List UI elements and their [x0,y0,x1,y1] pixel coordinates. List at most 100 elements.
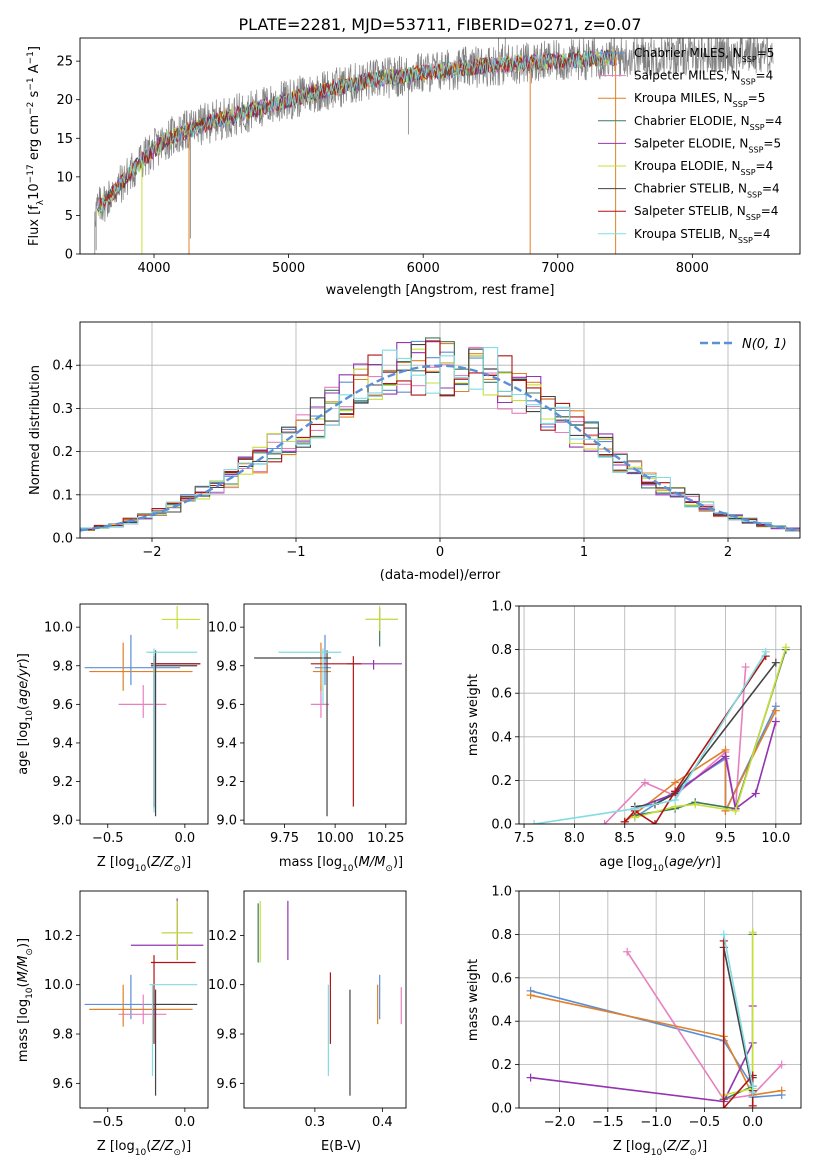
x-axis-label: age [log10(age/yr)] [599,855,721,874]
y-tick-label: 10.2 [44,929,73,944]
y-tick-label: 20 [56,93,73,108]
y-axis-label: age [log10(age/yr)] [16,653,35,775]
y-tick-label: 9.8 [216,1028,237,1043]
figure-title: PLATE=2281, MJD=53711, FIBERID=0271, z=0… [238,15,641,34]
y-tick-label: 0.4 [491,730,512,745]
y-tick-label: 5 [65,209,73,224]
y-tick-label: 9.2 [52,775,73,790]
residual_hist-plot-area [80,337,800,533]
weight_vs_age-panel: 7.5 8.0 8.5 9.0 9.5 10.0 0.0 0.2 0.4 0.6 0.8 1.0 age… [466,600,802,874]
y-tick-label: 9.0 [52,814,73,829]
x-axis-label: (data-model)/error [380,568,501,583]
x-tick-label: 0.3 [305,1115,326,1130]
legend-entry: Chabrier MILES, NSSP=5 [634,46,774,64]
weight-series-line [530,1006,754,1103]
y-tick-label: 25 [56,55,73,70]
y-tick-label: 9.8 [216,659,237,674]
y-tick-label: 9.2 [216,775,237,790]
legend-entry: Salpeter ELODIE, NSSP=5 [634,136,781,154]
mass_vs_ebv-plot-area [257,900,402,1096]
weight_vs_age-plot-area [530,643,790,824]
axes-frame [79,890,209,1109]
y-tick-label: 0.2 [491,1058,512,1073]
x-tick-label: −1.5 [592,1115,624,1130]
x-tick-label: 1 [580,545,588,560]
y-tick-label: 9.6 [216,698,237,713]
x-tick-label: −0.5 [689,1115,721,1130]
axes-frame [79,37,801,255]
y-tick-label: 10.0 [44,621,73,636]
y-tick-label: 9.4 [52,736,73,751]
y-tick-label: 0.4 [52,359,73,374]
weight-series-line [533,651,767,824]
x-tick-label: 0.0 [175,1115,196,1130]
y-tick-label: 10.2 [208,929,237,944]
x-tick-label: 7000 [541,261,574,276]
x-tick-label: 8.0 [564,831,585,846]
y-axis-label: mass weight [466,959,481,1041]
weight-series-line [634,662,777,808]
mass_vs_Z-plot-area [84,898,204,1096]
axes-frame [243,603,407,825]
y-tick-label: 0.1 [52,488,73,503]
weight-series-line [624,655,767,824]
y-tick-label: 1.0 [491,600,512,615]
axes-frame [243,890,407,1109]
x-tick-label: 5000 [272,261,305,276]
y-tick-label: 0.6 [491,971,512,986]
mass_vs_Z-panel: −0.5 0.0 9.6 9.8 10.0 10.2 Z [log10(Z/Z⊙)] mass… [16,890,209,1158]
x-tick-label: 2 [724,545,732,560]
x-tick-label: 6000 [407,261,440,276]
weight-series-line [722,947,754,1091]
x-tick-label: 0.0 [175,831,196,846]
legend-entry: Kroupa STELIB, NSSP=4 [634,227,771,245]
legend-entry: N(0, 1) [742,337,787,352]
y-tick-label: 0.2 [491,774,512,789]
x-tick-label: 9.5 [715,831,736,846]
y-tick-label: 9.6 [52,698,73,713]
x-tick-label: 9.75 [270,831,299,846]
x-tick-label: −1 [286,545,305,560]
x-axis-label: Z [log10(Z/Z⊙)] [613,1139,707,1158]
weight-series-line [604,666,747,824]
x-tick-label: −0.5 [92,831,124,846]
weight_vs_age-grid [519,605,801,825]
x-tick-label: −2.0 [544,1115,576,1130]
x-tick-label: 8.5 [614,831,635,846]
axes-frame [79,603,209,825]
y-tick-label: 1.0 [491,885,512,900]
y-tick-label: 10.0 [208,978,237,993]
y-tick-label: 9.0 [216,814,237,829]
y-axis-label: mass [log10(M/M⊙)] [16,938,35,1062]
legend-entry: Kroupa MILES, NSSP=5 [634,91,765,109]
x-tick-label: 10.00 [317,831,354,846]
x-tick-label: 8000 [676,261,709,276]
y-tick-label: 0.0 [491,1102,512,1117]
x-axis-label: E(B-V) [321,1139,361,1154]
y-tick-label: 15 [56,132,73,147]
legend-entry: Salpeter STELIB, NSSP=4 [634,204,778,222]
weight_vs_Z-plot-area [526,928,786,1108]
legend-entry: Chabrier ELODIE, NSSP=4 [634,114,782,132]
x-tick-label: 0.4 [372,1115,393,1130]
y-axis-label: Normed distribution [28,365,43,495]
axes-frame [79,321,801,539]
x-tick-label: 4000 [137,261,170,276]
spectrum-panel: 4000 5000 6000 7000 8000 0 5 10 15 20 25 Chabrier M… [26,37,801,298]
age_vs_Z-panel: −0.5 0.0 9.0 9.2 9.4 9.6 9.8 10.0 Z [log10(Z/Z⊙)… [16,603,209,874]
y-tick-label: 10.0 [44,978,73,993]
y-tick-label: 0.0 [52,532,73,547]
spectrum-plot-area [94,38,774,254]
spectrum-legend: Chabrier MILES, NSSP=5 Salpeter MILES, NS… [598,46,782,244]
y-tick-label: 9.6 [52,1077,73,1092]
x-tick-label: 10.25 [367,831,404,846]
legend-entry: Chabrier STELIB, NSSP=4 [634,182,780,200]
model-spectrum-line [97,48,617,214]
y-axis-label: Flux [fλ10−17 erg cm−2 s−1 A−1] [26,46,46,246]
weight-series-line [634,721,777,811]
y-tick-label: 0.4 [491,1015,512,1030]
x-tick-label: −0.5 [92,1115,124,1130]
x-axis-label-full: Z [log10(Z/Z⊙)] [97,855,191,874]
mass_vs_ebv-panel: 0.3 0.4 9.6 9.8 10.0 10.2 E(B-V) [208,890,407,1154]
y-tick-label: 0.3 [52,402,73,417]
